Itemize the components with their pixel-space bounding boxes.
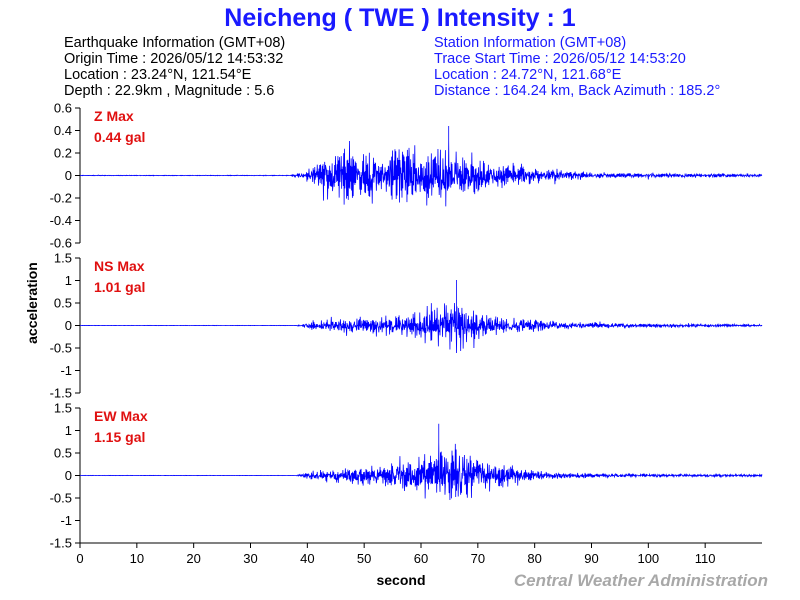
panel-ew: 1.5 1 0.5 0 -0.5 -1 -1.5 EW Max 1.15 gal 0 10 20 30 4… [50,401,763,566]
y-tick-label: 0.2 [54,146,72,161]
x-tick-label: 30 [243,551,257,566]
max-value: 1.15 gal [94,429,145,445]
x-tick-label: 60 [414,551,428,566]
y-tick-label: -0.6 [50,236,72,251]
y-tick-label: 1 [65,423,72,438]
x-tick-label: 40 [300,551,314,566]
x-tick-label: 10 [130,551,144,566]
y-tick-label: 0 [65,468,72,483]
y-tick-label: 0 [65,318,72,333]
y-tick-label: 0.6 [54,101,72,116]
x-axis-label: second [376,572,425,588]
x-tick-label: 20 [186,551,200,566]
y-tick-label: -1 [60,513,72,528]
waveform-ew [79,423,763,500]
y-tick-label: 1.5 [54,251,72,266]
x-tick-label: 0 [76,551,83,566]
x-tick-label: 100 [637,551,659,566]
earthquake-info-heading: Earthquake Information (GMT+08) [64,35,285,51]
y-tick-label: -1.5 [50,536,72,551]
x-tick-label: 80 [527,551,541,566]
y-tick-label: -0.4 [50,213,72,228]
credit-text: Central Weather Administration [514,571,768,590]
earthquake-location: Location : 23.24°N, 121.54°E [64,67,252,83]
y-tick-label: -1.5 [50,386,72,401]
earthquake-depth-magnitude: Depth : 22.9km , Magnitude : 5.6 [64,83,274,99]
earthquake-info: Earthquake Information (GMT+08) Origin T… [64,35,285,99]
station-distance-azimuth: Distance : 164.24 km, Back Azimuth : 185… [434,83,720,99]
y-axis-label: acceleration [24,262,40,344]
y-tick-label: 0.4 [54,123,72,138]
x-tick-label: 90 [584,551,598,566]
y-tick-label: 1 [65,273,72,288]
max-label: Z Max [94,108,134,124]
y-tick-label: 0.5 [54,446,72,461]
y-tick-label: 1.5 [54,401,72,416]
x-tick-label: 70 [471,551,485,566]
station-trace-start: Trace Start Time : 2026/05/12 14:53:20 [434,51,686,67]
max-value: 0.44 gal [94,129,145,145]
y-tick-label: -1 [60,363,72,378]
y-tick-label: -0.5 [50,491,72,506]
y-tick-label: 0 [65,168,72,183]
station-info: Station Information (GMT+08) Trace Start… [434,35,720,99]
y-tick-label: 0.5 [54,296,72,311]
max-label: NS Max [94,258,145,274]
x-tick-label: 50 [357,551,371,566]
panel-ns: 1.5 1 0.5 0 -0.5 -1 -1.5 NS Max 1.01 gal [50,251,763,401]
max-value: 1.01 gal [94,279,145,295]
panel-z: 0.6 0.4 0.2 0 -0.2 -0.4 -0.6 Z Max 0.44 gal [50,101,763,251]
y-tick-label: -0.5 [50,341,72,356]
earthquake-origin-time: Origin Time : 2026/05/12 14:53:32 [64,51,283,67]
station-location: Location : 24.72°N, 121.68°E [434,67,622,83]
waveform-z [79,126,763,207]
waveform-ns [79,280,763,353]
chart-title: Neicheng ( TWE ) Intensity : 1 [224,4,576,32]
station-info-heading: Station Information (GMT+08) [434,35,626,51]
y-tick-label: -0.2 [50,191,72,206]
x-tick-label: 110 [695,551,716,566]
max-label: EW Max [94,408,148,424]
